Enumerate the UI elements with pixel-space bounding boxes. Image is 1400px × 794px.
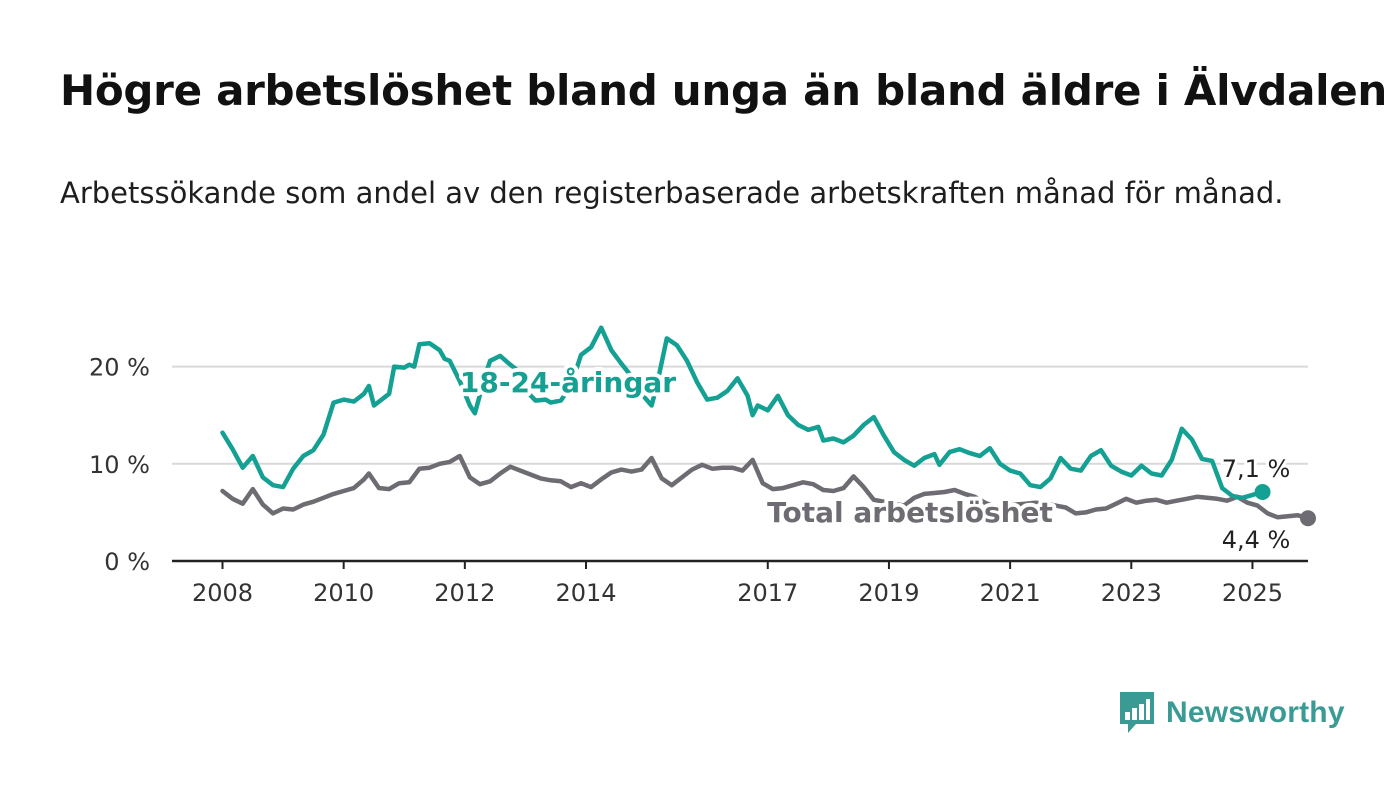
y-tick-label: 10 % [89, 451, 150, 479]
x-axis-ticks: 2008 2010 2012 2014 2017 2019 2021 2023 2025 [192, 561, 1283, 607]
series-line [220, 325, 1265, 501]
series-name-label: Total arbetslöshet [767, 496, 1053, 529]
y-axis-ticks: 0 % 10 % 20 % [89, 354, 150, 576]
chart-title: Högre arbetslöshet bland unga än bland ä… [60, 66, 1387, 115]
series-end-dot [1254, 483, 1271, 500]
bar-chart-speech-bubble-icon [1120, 692, 1154, 733]
series-labels: 18-24-åringar Total arbetslöshet 7,1 % 4,4 … [456, 362, 1293, 557]
x-tick-label: 2014 [555, 579, 616, 607]
chart-subtitle: Arbetssökande som andel av den registerb… [60, 176, 1284, 210]
x-tick-label: 2010 [313, 579, 374, 607]
x-tick-label: 2019 [858, 579, 919, 607]
newsworthy-logo: Newsworthy [1118, 690, 1345, 736]
brand-name: Newsworthy [1166, 696, 1345, 729]
x-tick-label: 2025 [1222, 579, 1283, 607]
x-tick-label: 2021 [980, 579, 1041, 607]
series-line [220, 453, 1311, 521]
series-lines [220, 325, 1316, 527]
x-tick-label: 2012 [434, 579, 495, 607]
y-tick-label: 0 % [104, 548, 150, 576]
x-tick-label: 2023 [1101, 579, 1162, 607]
y-tick-label: 20 % [89, 354, 150, 382]
series-end-value-label: 7,1 % [1222, 455, 1291, 483]
series-end-dot [1300, 510, 1316, 527]
x-tick-label: 2017 [737, 579, 798, 607]
gridlines [172, 365, 1308, 563]
series-name-label: 18-24-åringar [460, 366, 676, 399]
series-end-value-label: 4,4 % [1222, 526, 1291, 554]
x-tick-label: 2008 [192, 579, 253, 607]
